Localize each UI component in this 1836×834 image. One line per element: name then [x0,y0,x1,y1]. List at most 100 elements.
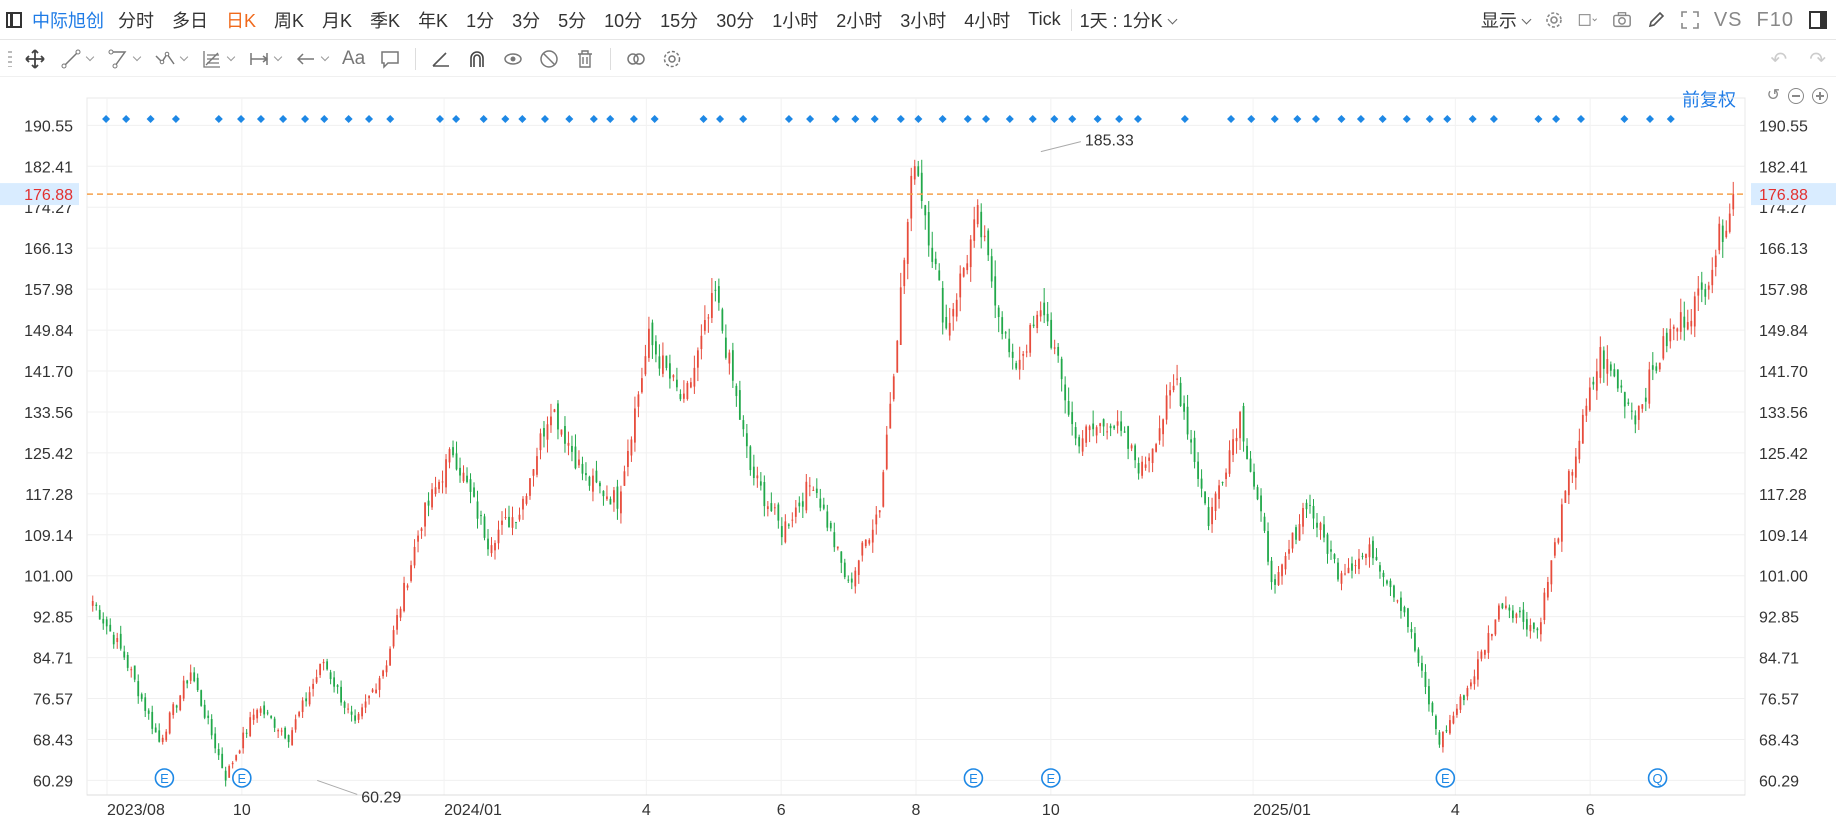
period-15min[interactable]: 15分 [660,10,699,31]
fullscreen-icon[interactable] [1680,10,1700,30]
fib-tool[interactable] [201,48,236,70]
y-tick-label-left: 182.41 [24,159,73,176]
period-multiday[interactable]: 多日 [172,10,208,31]
wave-tool[interactable] [154,48,189,70]
candle-body [686,383,689,400]
candle-body [1008,338,1011,353]
event-diamond [1443,115,1452,123]
arrow-icon [296,52,314,65]
line-tool[interactable] [60,48,95,70]
y-tick-label-left: 101.00 [24,569,73,586]
angle-tool[interactable] [430,48,452,70]
panel-toggle-icon[interactable] [1808,10,1828,30]
candle-body [1546,581,1549,598]
candle-body [980,211,983,238]
event-marker-icon [154,768,175,788]
candle-body [983,235,986,238]
period-2hour[interactable]: 2小时 [836,10,883,31]
period-yearly[interactable]: 年K [418,10,449,31]
candle-body [1295,527,1297,540]
camera-icon[interactable] [1612,10,1632,30]
event-marker-label: E [1441,771,1450,786]
period-10min[interactable]: 10分 [604,10,643,31]
reset-icon[interactable]: ↺ [1766,87,1780,104]
undo-icon[interactable]: ↶ [1770,48,1788,71]
redo-icon[interactable]: ↷ [1809,48,1826,71]
candle-body [896,340,899,373]
candle-body [1400,597,1402,611]
candle-body [763,482,766,507]
magnet-tool[interactable] [466,48,488,70]
range-tool[interactable] [248,48,283,70]
period-monthly[interactable]: 月K [322,10,353,31]
layout-square-icon[interactable] [1578,10,1598,30]
draw-settings-tool[interactable] [661,48,683,70]
zoom-out-icon[interactable] [1788,88,1804,104]
candle-body [595,470,598,483]
link-tool[interactable] [625,48,647,70]
candle-body [1445,730,1448,732]
candle-body [994,276,997,306]
comment-tool[interactable] [379,48,401,70]
candle-body [1372,540,1374,559]
hide-tool[interactable] [538,48,560,70]
candle-body [1431,702,1434,713]
period-quarterly[interactable]: 季K [370,10,401,31]
price-adjust-select[interactable]: 前复权 [1682,90,1736,110]
candle-body [665,355,668,368]
f10-button[interactable]: F10 [1756,8,1794,31]
polyline-tool[interactable] [107,48,142,70]
candle-body [1375,556,1378,560]
candle-body [1728,213,1731,232]
drag-handle-icon[interactable] [8,50,12,67]
candle-body [98,609,101,620]
candle-body [1518,610,1521,613]
event-diamond [1180,115,1189,123]
candle-body [182,680,185,699]
candle-body [787,524,790,526]
candle-body [627,450,629,467]
period-intraday[interactable]: 分时 [118,10,154,31]
range-select[interactable]: 1天 : 1分K [1080,7,1178,33]
period-5min[interactable]: 5分 [558,10,587,31]
stock-symbol[interactable]: 中际旭创 [32,10,104,31]
period-3min[interactable]: 3分 [512,10,541,31]
event-diamond [1356,115,1365,123]
vs-compare-button[interactable]: VS [1713,8,1743,31]
arrow-tool[interactable] [295,48,330,70]
move-tool[interactable] [24,48,46,70]
settings-gear-icon[interactable] [1544,10,1564,30]
event-diamond [237,115,246,123]
zoom-in-icon[interactable] [1812,88,1828,104]
event-diamond [1227,115,1236,123]
candle-body [1333,554,1336,560]
current-price-label-right: 176.88 [1759,187,1808,204]
event-marker-label: E [237,771,246,786]
candle-body [1683,316,1686,328]
period-3hour[interactable]: 3小时 [900,10,947,31]
candle-body [252,714,255,720]
period-1min[interactable]: 1分 [466,10,495,31]
sidebar-toggle-icon[interactable] [6,11,22,28]
text-tool[interactable]: Aa [342,47,366,69]
pencil-icon[interactable] [1646,10,1666,30]
period-weekly[interactable]: 周K [274,10,305,31]
toolbar-divider [1070,8,1072,31]
period-tick[interactable]: Tick [1028,9,1061,29]
candle-body [571,445,573,452]
candle-body [228,766,231,778]
trash-tool[interactable] [574,48,596,70]
period-4hour[interactable]: 4小时 [964,10,1011,31]
candle-body [420,528,423,532]
candle-body [644,356,647,375]
candle-body [759,481,762,486]
candle-body [1197,461,1199,479]
eye-tool[interactable] [502,48,524,70]
display-menu[interactable]: 显示 [1481,7,1532,33]
period-1hour[interactable]: 1小时 [772,10,819,31]
candle-body [843,562,846,578]
period-daily[interactable]: 日K [226,10,257,31]
period-30min[interactable]: 30分 [716,10,755,31]
